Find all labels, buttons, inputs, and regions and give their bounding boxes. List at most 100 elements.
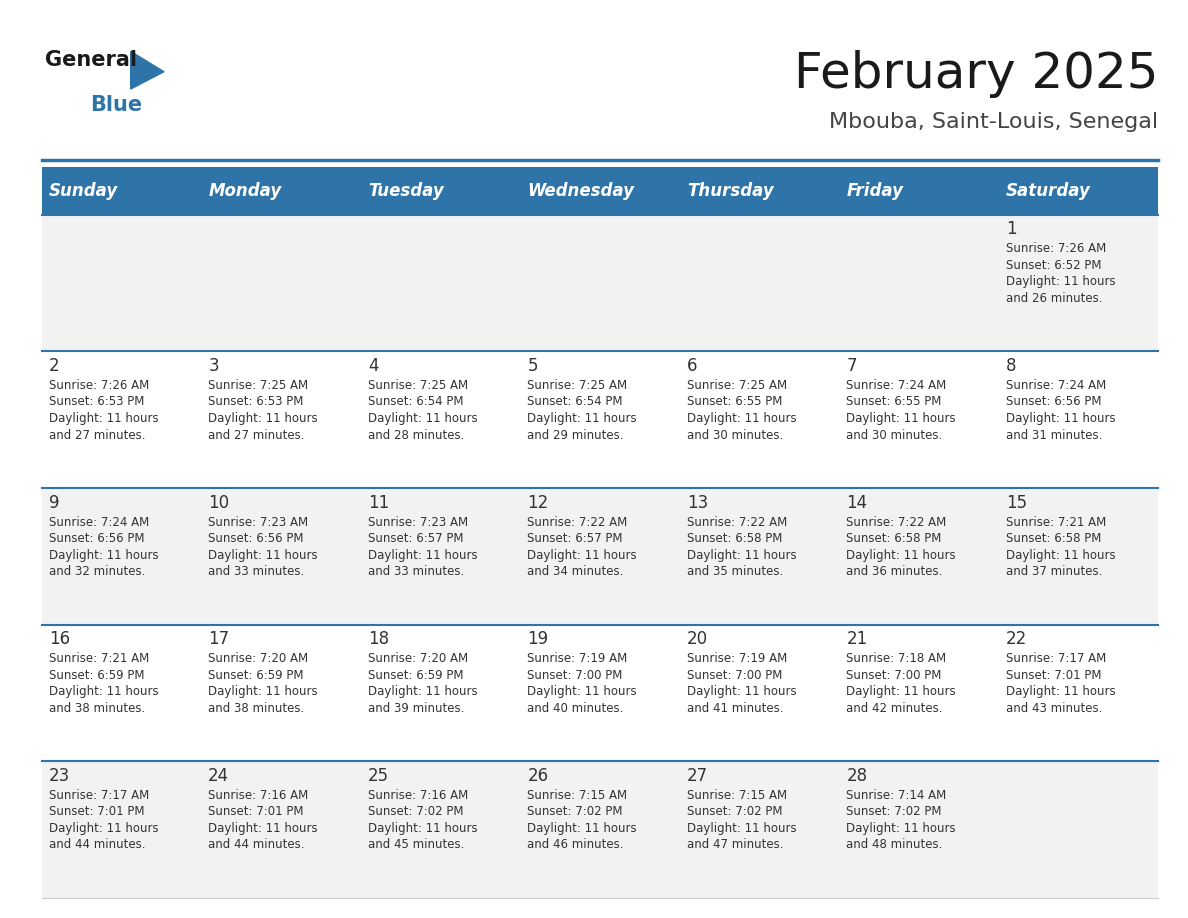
Text: Sunset: 7:02 PM: Sunset: 7:02 PM <box>687 805 783 818</box>
Text: Wednesday: Wednesday <box>527 182 634 200</box>
Text: 13: 13 <box>687 494 708 511</box>
Text: Daylight: 11 hours: Daylight: 11 hours <box>846 412 956 425</box>
Text: Daylight: 11 hours: Daylight: 11 hours <box>49 412 158 425</box>
Text: and 47 minutes.: and 47 minutes. <box>687 838 783 851</box>
Text: Daylight: 11 hours: Daylight: 11 hours <box>368 412 478 425</box>
Text: Sunset: 6:58 PM: Sunset: 6:58 PM <box>687 532 782 545</box>
Text: Sunset: 6:52 PM: Sunset: 6:52 PM <box>1006 259 1101 272</box>
Text: Sunset: 6:57 PM: Sunset: 6:57 PM <box>368 532 463 545</box>
Text: Daylight: 11 hours: Daylight: 11 hours <box>208 412 318 425</box>
Text: Daylight: 11 hours: Daylight: 11 hours <box>527 685 637 699</box>
Text: and 35 minutes.: and 35 minutes. <box>687 565 783 578</box>
Text: Daylight: 11 hours: Daylight: 11 hours <box>1006 412 1116 425</box>
Text: 18: 18 <box>368 630 388 648</box>
Text: and 33 minutes.: and 33 minutes. <box>368 565 465 578</box>
Text: Sunday: Sunday <box>49 182 118 200</box>
Text: and 41 minutes.: and 41 minutes. <box>687 701 783 715</box>
Text: Sunrise: 7:22 AM: Sunrise: 7:22 AM <box>846 516 947 529</box>
Text: and 44 minutes.: and 44 minutes. <box>208 838 305 851</box>
Text: Sunrise: 7:17 AM: Sunrise: 7:17 AM <box>49 789 148 801</box>
Text: and 46 minutes.: and 46 minutes. <box>527 838 624 851</box>
Text: 26: 26 <box>527 767 549 785</box>
Text: Sunset: 7:01 PM: Sunset: 7:01 PM <box>208 805 304 818</box>
Text: Mbouba, Saint-Louis, Senegal: Mbouba, Saint-Louis, Senegal <box>829 112 1158 132</box>
Text: Sunrise: 7:25 AM: Sunrise: 7:25 AM <box>527 379 627 392</box>
Text: 27: 27 <box>687 767 708 785</box>
Text: Daylight: 11 hours: Daylight: 11 hours <box>527 549 637 562</box>
Text: and 36 minutes.: and 36 minutes. <box>846 565 943 578</box>
Text: 11: 11 <box>368 494 388 511</box>
Text: Sunset: 7:00 PM: Sunset: 7:00 PM <box>846 668 942 682</box>
Text: and 42 minutes.: and 42 minutes. <box>846 701 943 715</box>
Text: Daylight: 11 hours: Daylight: 11 hours <box>687 685 796 699</box>
Text: Sunrise: 7:24 AM: Sunrise: 7:24 AM <box>846 379 947 392</box>
Text: 9: 9 <box>49 494 59 511</box>
Text: Daylight: 11 hours: Daylight: 11 hours <box>208 685 318 699</box>
Text: Sunset: 6:56 PM: Sunset: 6:56 PM <box>1006 396 1101 409</box>
Text: Sunset: 6:55 PM: Sunset: 6:55 PM <box>846 396 942 409</box>
Text: 8: 8 <box>1006 357 1017 375</box>
Text: Blue: Blue <box>90 95 143 115</box>
Text: and 37 minutes.: and 37 minutes. <box>1006 565 1102 578</box>
Text: Sunrise: 7:21 AM: Sunrise: 7:21 AM <box>1006 516 1106 529</box>
Text: 6: 6 <box>687 357 697 375</box>
Text: and 43 minutes.: and 43 minutes. <box>1006 701 1102 715</box>
Text: Daylight: 11 hours: Daylight: 11 hours <box>1006 275 1116 288</box>
Text: and 27 minutes.: and 27 minutes. <box>49 429 145 442</box>
Text: Daylight: 11 hours: Daylight: 11 hours <box>687 549 796 562</box>
Text: Daylight: 11 hours: Daylight: 11 hours <box>527 822 637 834</box>
Text: Sunrise: 7:25 AM: Sunrise: 7:25 AM <box>368 379 468 392</box>
Text: Sunset: 7:02 PM: Sunset: 7:02 PM <box>527 805 623 818</box>
Text: and 33 minutes.: and 33 minutes. <box>208 565 304 578</box>
Text: Daylight: 11 hours: Daylight: 11 hours <box>368 549 478 562</box>
Text: and 27 minutes.: and 27 minutes. <box>208 429 305 442</box>
Text: Sunrise: 7:23 AM: Sunrise: 7:23 AM <box>208 516 309 529</box>
Text: Tuesday: Tuesday <box>368 182 443 200</box>
Text: and 48 minutes.: and 48 minutes. <box>846 838 943 851</box>
Text: Sunset: 7:00 PM: Sunset: 7:00 PM <box>687 668 782 682</box>
Text: Sunrise: 7:15 AM: Sunrise: 7:15 AM <box>527 789 627 801</box>
Text: 14: 14 <box>846 494 867 511</box>
Text: and 40 minutes.: and 40 minutes. <box>527 701 624 715</box>
Text: Sunrise: 7:25 AM: Sunrise: 7:25 AM <box>687 379 786 392</box>
Text: Sunrise: 7:23 AM: Sunrise: 7:23 AM <box>368 516 468 529</box>
Text: and 28 minutes.: and 28 minutes. <box>368 429 465 442</box>
Text: Sunset: 6:55 PM: Sunset: 6:55 PM <box>687 396 782 409</box>
Text: Daylight: 11 hours: Daylight: 11 hours <box>208 549 318 562</box>
Text: Sunset: 7:02 PM: Sunset: 7:02 PM <box>846 805 942 818</box>
Text: and 38 minutes.: and 38 minutes. <box>208 701 304 715</box>
Text: 17: 17 <box>208 630 229 648</box>
Text: Daylight: 11 hours: Daylight: 11 hours <box>687 822 796 834</box>
Text: Sunset: 7:00 PM: Sunset: 7:00 PM <box>527 668 623 682</box>
Text: 19: 19 <box>527 630 549 648</box>
Text: 20: 20 <box>687 630 708 648</box>
Text: Sunset: 6:54 PM: Sunset: 6:54 PM <box>527 396 623 409</box>
Text: February 2025: February 2025 <box>794 50 1158 98</box>
Text: General: General <box>45 50 137 71</box>
Text: 10: 10 <box>208 494 229 511</box>
Text: 24: 24 <box>208 767 229 785</box>
Text: 21: 21 <box>846 630 867 648</box>
Text: Daylight: 11 hours: Daylight: 11 hours <box>1006 549 1116 562</box>
Text: Daylight: 11 hours: Daylight: 11 hours <box>846 549 956 562</box>
Text: Sunset: 6:53 PM: Sunset: 6:53 PM <box>208 396 304 409</box>
Text: Daylight: 11 hours: Daylight: 11 hours <box>687 412 796 425</box>
Text: and 39 minutes.: and 39 minutes. <box>368 701 465 715</box>
Text: 12: 12 <box>527 494 549 511</box>
Text: 5: 5 <box>527 357 538 375</box>
Text: 2: 2 <box>49 357 59 375</box>
Text: 1: 1 <box>1006 220 1017 239</box>
Text: Sunset: 6:56 PM: Sunset: 6:56 PM <box>49 532 144 545</box>
Text: Sunrise: 7:18 AM: Sunrise: 7:18 AM <box>846 652 947 666</box>
Text: Sunrise: 7:22 AM: Sunrise: 7:22 AM <box>527 516 627 529</box>
Text: and 38 minutes.: and 38 minutes. <box>49 701 145 715</box>
Text: and 30 minutes.: and 30 minutes. <box>846 429 942 442</box>
Text: and 45 minutes.: and 45 minutes. <box>368 838 465 851</box>
Text: Sunrise: 7:22 AM: Sunrise: 7:22 AM <box>687 516 788 529</box>
Text: Sunrise: 7:16 AM: Sunrise: 7:16 AM <box>208 789 309 801</box>
Text: Daylight: 11 hours: Daylight: 11 hours <box>208 822 318 834</box>
Text: and 30 minutes.: and 30 minutes. <box>687 429 783 442</box>
Text: Daylight: 11 hours: Daylight: 11 hours <box>49 549 158 562</box>
Text: Sunset: 7:01 PM: Sunset: 7:01 PM <box>1006 668 1101 682</box>
Text: 4: 4 <box>368 357 378 375</box>
